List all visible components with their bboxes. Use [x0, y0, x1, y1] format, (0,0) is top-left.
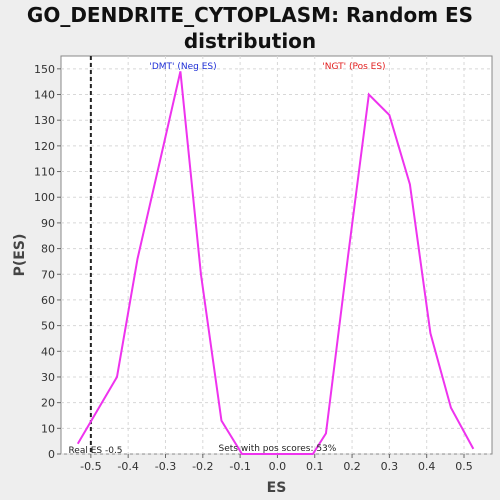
- chart-title: GO_DENDRITE_CYTOPLASM: Random ES distrib…: [0, 2, 500, 54]
- y-tick-label: 120: [34, 140, 55, 153]
- y-tick-label: 20: [41, 397, 55, 410]
- annotation-neg-es: 'DMT' (Neg ES): [149, 62, 216, 72]
- x-tick-label: -0.5: [80, 460, 101, 473]
- x-tick-label: 0.4: [418, 460, 436, 473]
- grid-lines: [61, 56, 492, 455]
- y-tick-label: 70: [41, 268, 55, 281]
- x-tick-label: 0.3: [381, 460, 399, 473]
- series-line-random-es: [76, 71, 475, 455]
- x-axis-label: ES: [267, 480, 287, 496]
- y-tick-label: 10: [41, 422, 55, 435]
- y-tick-label: 40: [41, 345, 55, 358]
- y-tick-label: 50: [41, 320, 55, 333]
- y-tick-label: 110: [34, 166, 55, 179]
- y-tick-label: 0: [48, 448, 55, 461]
- x-tick-label: 0.1: [306, 460, 324, 473]
- y-tick-label: 90: [41, 217, 55, 230]
- y-tick-label: 100: [34, 191, 55, 204]
- y-tick-label: 150: [34, 63, 55, 76]
- annotation-sets-pos-scores: Sets with pos scores: 53%: [219, 444, 337, 454]
- x-tick-label: -0.1: [229, 460, 250, 473]
- x-tick-label: -0.2: [192, 460, 213, 473]
- y-tick-label: 140: [34, 89, 55, 102]
- y-axis-label: P(ES): [12, 234, 28, 277]
- y-axis-ticks: 0 10 20 30 40 50 60 70 80 90 100 110 120 130 140 150: [34, 63, 61, 461]
- x-tick-label: 0.0: [269, 460, 287, 473]
- y-tick-label: 30: [41, 371, 55, 384]
- x-tick-label: -0.4: [117, 460, 138, 473]
- x-tick-label: 0.5: [455, 460, 473, 473]
- x-tick-label: 0.2: [343, 460, 361, 473]
- y-tick-label: 130: [34, 114, 55, 127]
- chart-title-line2: distribution: [183, 29, 317, 53]
- annotation-real-es: Real ES -0.5: [68, 446, 122, 456]
- chart-title-line1: GO_DENDRITE_CYTOPLASM: Random ES: [26, 3, 474, 27]
- x-axis-ticks: -0.5 -0.4 -0.3 -0.2 -0.1 0.0 0.1 0.2 0.3 0.4 0.5: [80, 454, 473, 473]
- x-tick-label: -0.3: [155, 460, 176, 473]
- y-tick-label: 80: [41, 243, 55, 256]
- annotation-pos-es: 'NGT' (Pos ES): [322, 62, 385, 72]
- plot-area: [60, 55, 493, 455]
- y-tick-label: 60: [41, 294, 55, 307]
